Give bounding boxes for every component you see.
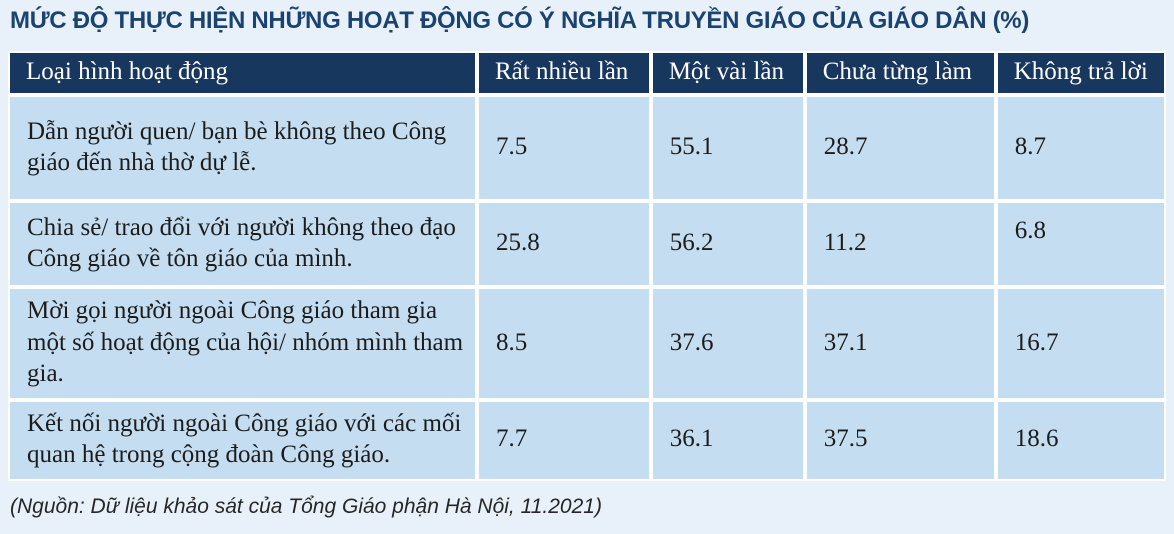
table-row: Chia sẻ/ trao đổi với người không theo đ…: [8, 201, 1166, 287]
cell-value: 8.5: [477, 287, 651, 400]
cell-value: 8.7: [995, 95, 1166, 201]
row-label: Kết nối người ngoài Công giáo với các mố…: [8, 399, 477, 481]
col-header-no-answer: Không trả lời: [995, 51, 1166, 95]
data-table: Loại hình hoạt động Rất nhiều lần Một và…: [8, 51, 1166, 481]
cell-value: 36.1: [650, 399, 805, 481]
cell-value: 7.5: [477, 95, 651, 201]
col-header-never-done: Chưa từng làm: [804, 51, 996, 95]
figure-title: MỨC ĐỘ THỰC HIỆN NHỮNG HOẠT ĐỘNG CÓ Ý NG…: [10, 7, 1030, 34]
col-header-very-many-times: Rất nhiều lần: [477, 51, 651, 95]
cell-value: 37.5: [804, 399, 996, 481]
col-header-activity-type: Loại hình hoạt động: [8, 51, 477, 95]
table-row: Dẫn người quen/ bạn bè không theo Công g…: [8, 95, 1166, 201]
cell-value: 37.1: [804, 287, 996, 400]
cell-value: 28.7: [804, 95, 996, 201]
row-label: Mời gọi người ngoài Công giáo tham gia m…: [8, 287, 477, 400]
row-label: Chia sẻ/ trao đổi với người không theo đ…: [8, 201, 477, 287]
cell-value: 25.8: [477, 201, 651, 287]
table-row: Kết nối người ngoài Công giáo với các mố…: [8, 399, 1166, 481]
cell-value: 11.2: [804, 201, 996, 287]
cell-value: 55.1: [650, 95, 805, 201]
col-header-a-few-times: Một vài lần: [650, 51, 805, 95]
cell-value: 37.6: [650, 287, 805, 400]
row-label: Dẫn người quen/ bạn bè không theo Công g…: [8, 95, 477, 201]
cell-value: 16.7: [995, 287, 1166, 400]
table-header-row: Loại hình hoạt động Rất nhiều lần Một và…: [8, 51, 1166, 95]
cell-value: 6.8: [995, 201, 1166, 287]
cell-value: 18.6: [995, 399, 1166, 481]
cell-value: 56.2: [650, 201, 805, 287]
source-note: (Nguồn: Dữ liệu khảo sát của Tổng Giáo p…: [10, 494, 602, 518]
table-row: Mời gọi người ngoài Công giáo tham gia m…: [8, 287, 1166, 400]
cell-value: 7.7: [477, 399, 651, 481]
